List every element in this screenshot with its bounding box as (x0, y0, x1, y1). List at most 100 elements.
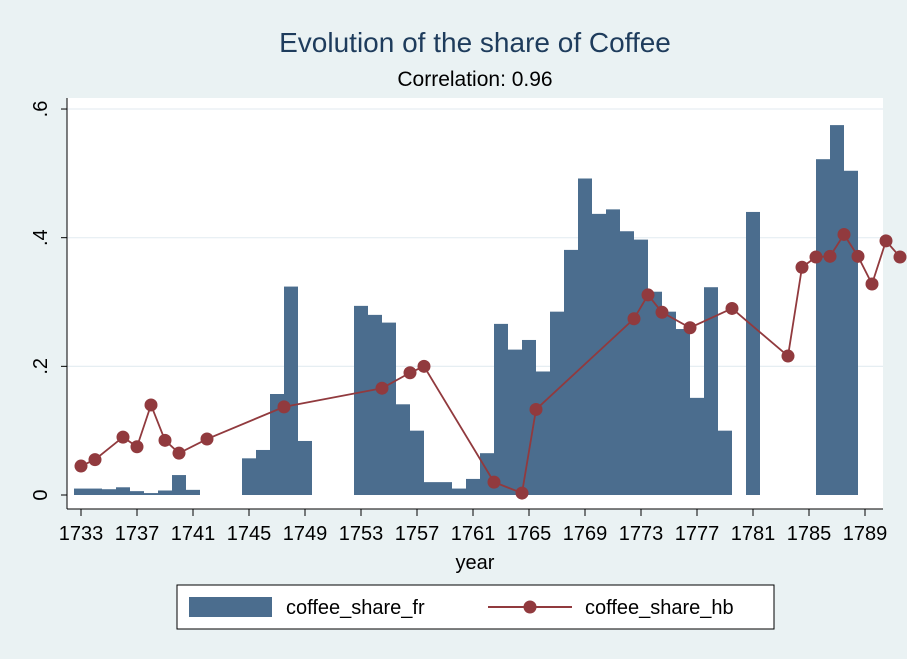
bar (522, 339, 536, 495)
x-tick-label: 1733 (59, 523, 104, 545)
data-point (851, 249, 865, 263)
x-tick-label: 1749 (283, 523, 328, 545)
legend-label-coffee-share-hb: coffee_share_hb (585, 597, 734, 619)
bar (270, 394, 284, 495)
bar (158, 490, 172, 495)
legend-label-coffee-share-fr: coffee_share_fr (286, 597, 425, 619)
bar (102, 489, 116, 495)
data-point (116, 430, 130, 444)
data-point (403, 366, 417, 380)
y-tick-label: .4 (30, 229, 52, 246)
chart-subtitle: Correlation: 0.96 (397, 68, 552, 91)
legend-box (176, 584, 775, 630)
data-point (144, 398, 158, 412)
bar (116, 487, 130, 495)
bar (466, 478, 480, 495)
bar (74, 488, 88, 495)
data-point (487, 475, 501, 489)
data-point (865, 277, 879, 291)
data-point (641, 288, 655, 302)
bar (452, 488, 466, 495)
bar (508, 349, 522, 495)
data-point (683, 321, 697, 335)
bar (592, 213, 606, 495)
bar-series-coffee-share-fr (74, 125, 858, 496)
bar (186, 489, 200, 495)
data-point (781, 349, 795, 363)
x-tick-label: 1757 (395, 523, 440, 545)
x-axis-label: year (456, 552, 495, 574)
data-point (515, 486, 529, 500)
bar (718, 430, 732, 495)
data-point (893, 250, 907, 264)
data-point (655, 305, 669, 319)
bar (424, 482, 438, 495)
data-point (375, 381, 389, 395)
bar (662, 311, 676, 495)
bar (354, 305, 368, 495)
x-tick-label: 1773 (619, 523, 664, 545)
bar (620, 231, 634, 495)
bar (242, 458, 256, 495)
data-point (417, 359, 431, 373)
bar (396, 404, 410, 495)
bar (746, 211, 760, 495)
bar (480, 453, 494, 495)
bar (648, 291, 662, 495)
data-point (725, 301, 739, 315)
bar (130, 491, 144, 495)
data-point (172, 446, 186, 460)
x-tick-label: 1761 (451, 523, 496, 545)
x-tick-label: 1753 (339, 523, 384, 545)
data-point (88, 453, 102, 467)
y-tick-label: 0 (30, 489, 52, 500)
bar (410, 430, 424, 495)
legend-marker (523, 600, 537, 614)
x-tick-label: 1769 (563, 523, 608, 545)
data-point (823, 249, 837, 263)
y-tick-label: .6 (30, 101, 52, 118)
x-tick-label: 1781 (731, 523, 776, 545)
x-tick-label: 1765 (507, 523, 552, 545)
data-point (627, 312, 641, 326)
bar (368, 314, 382, 495)
bar (844, 170, 858, 495)
data-point (200, 432, 214, 446)
x-tick-label: 1745 (227, 523, 272, 545)
legend: coffee_share_fr coffee_share_hb (176, 584, 775, 630)
data-point (809, 250, 823, 264)
data-point (158, 433, 172, 447)
bar (256, 449, 270, 495)
y-tick-label: .2 (30, 358, 52, 375)
bar (298, 440, 312, 495)
bar (88, 488, 102, 495)
data-point (795, 260, 809, 274)
bar (382, 322, 396, 495)
bar (494, 323, 508, 495)
bar (830, 125, 844, 495)
bar (438, 482, 452, 495)
bar (564, 249, 578, 495)
bar (172, 475, 186, 495)
x-tick-label: 1789 (843, 523, 888, 545)
bar (550, 311, 564, 495)
data-point (130, 440, 144, 454)
data-point (879, 234, 893, 248)
x-axis: 1733 1737 1741 1745 1749 1753 1757 1761 1765 1769… (59, 508, 888, 545)
data-point (837, 227, 851, 241)
line-series-coffee-share-hb (74, 227, 907, 500)
bar (578, 178, 592, 495)
data-point (529, 402, 543, 416)
bar (690, 397, 704, 495)
x-tick-label: 1737 (115, 523, 160, 545)
bar (606, 209, 620, 495)
bar (816, 159, 830, 496)
chart-title: Evolution of the share of Coffee (279, 27, 671, 58)
bar (536, 371, 550, 495)
y-axis: 0 .2 .4 .6 (30, 98, 68, 509)
x-tick-label: 1777 (675, 523, 720, 545)
bar (284, 286, 298, 495)
bar (676, 329, 690, 495)
data-point (74, 459, 88, 473)
